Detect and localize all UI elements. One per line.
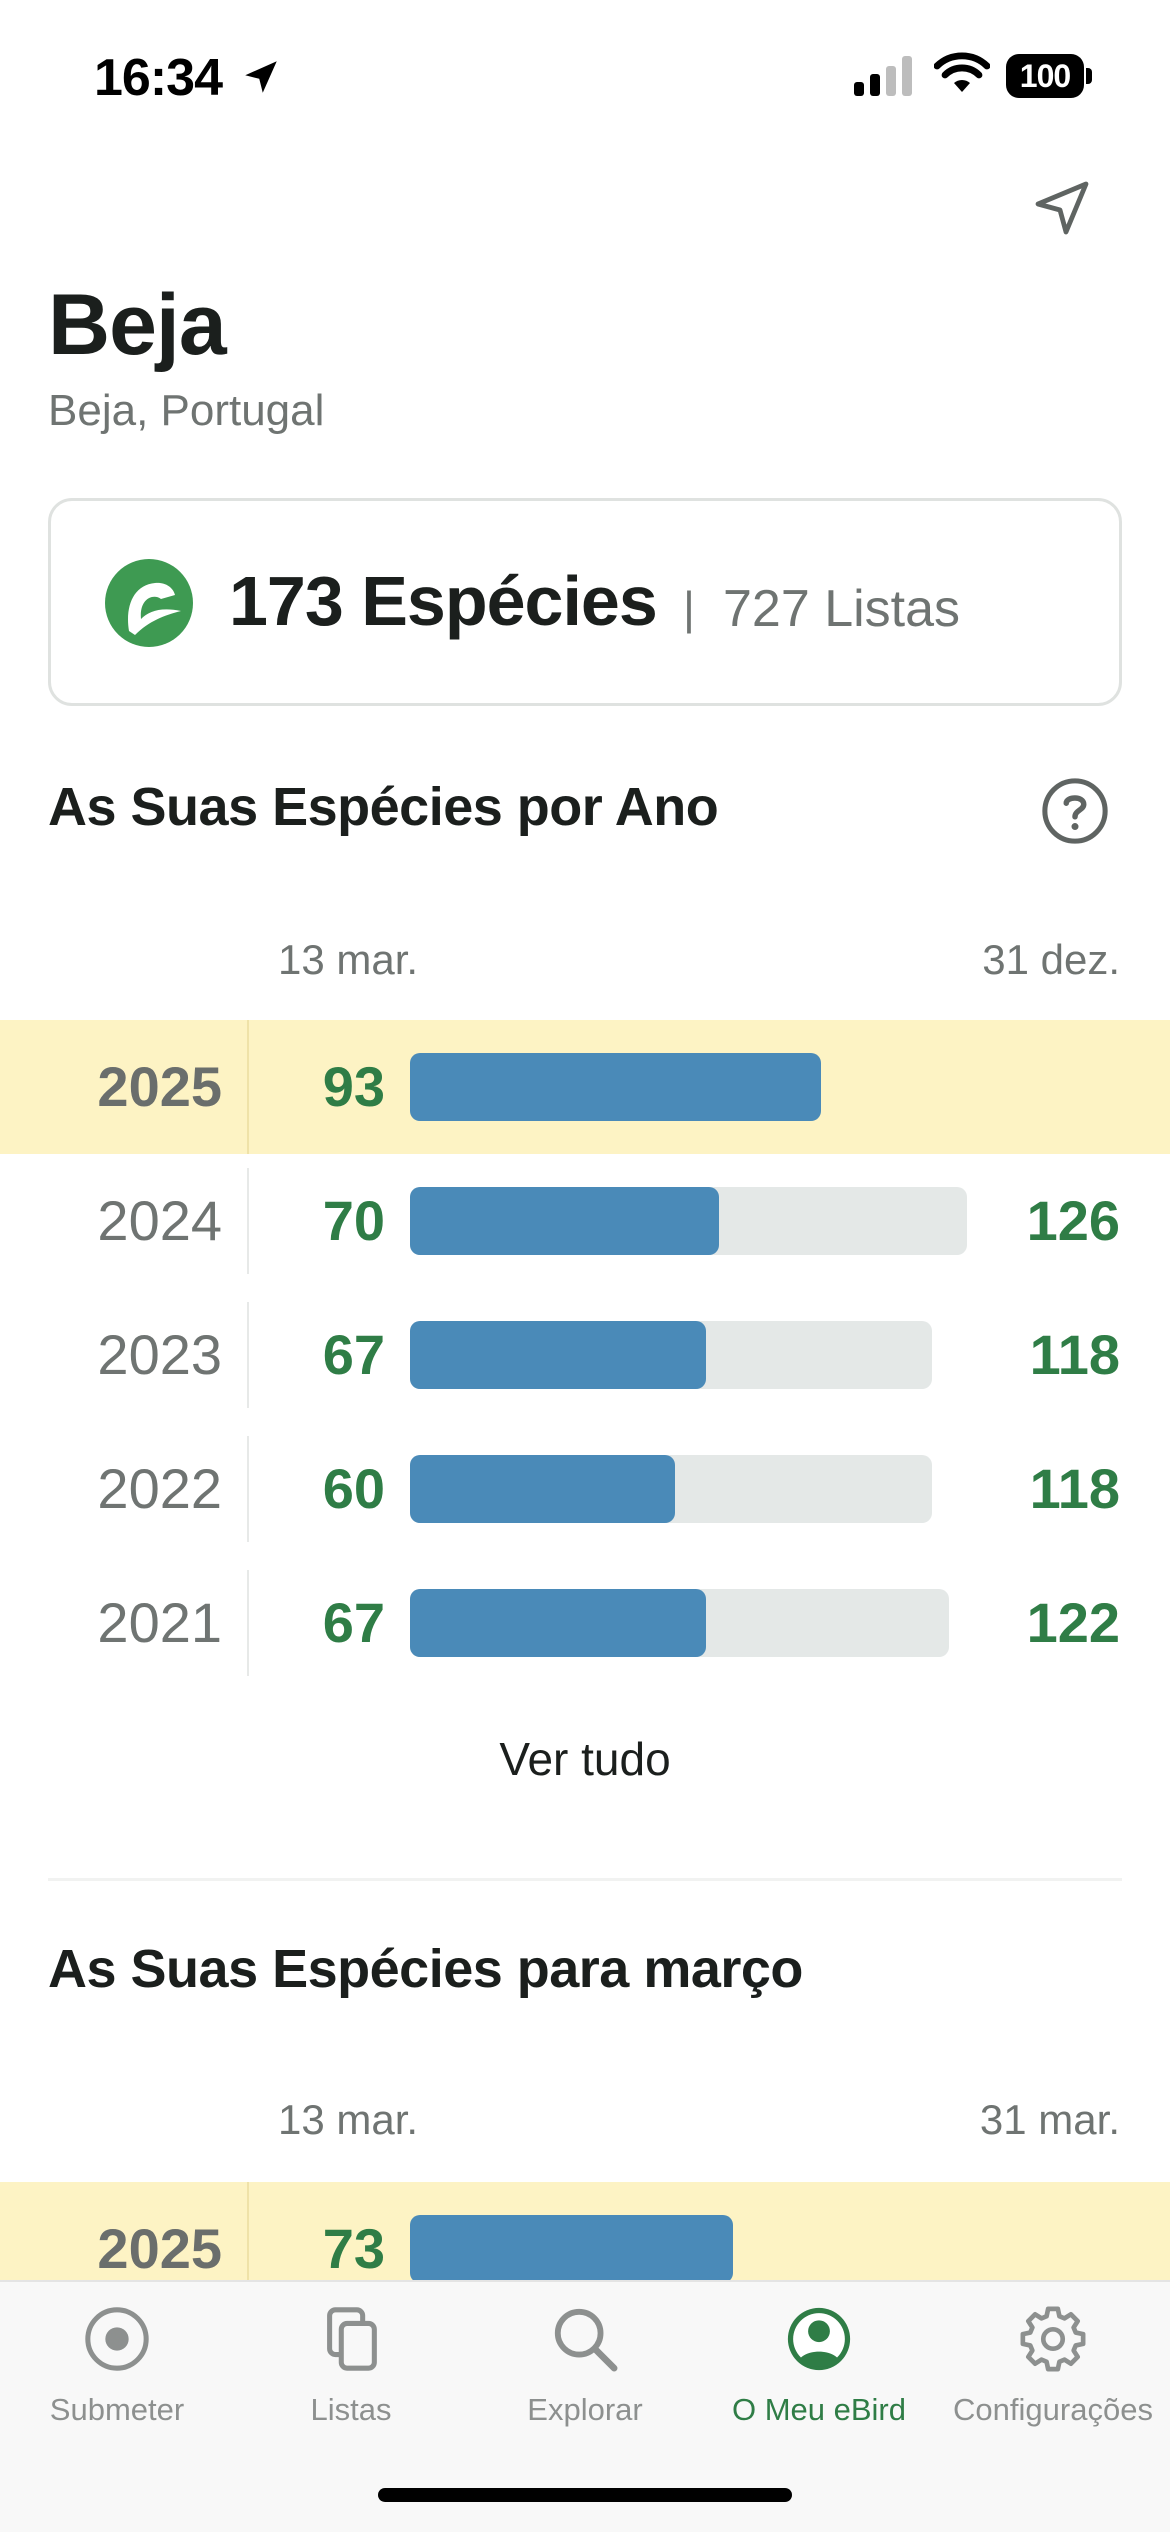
tab-my-ebird[interactable]: O Meu eBird xyxy=(702,2282,936,2442)
year-divider xyxy=(247,2182,249,2316)
page-title: Beja xyxy=(48,277,227,373)
year-total-count: 118 xyxy=(1029,1323,1120,1386)
year-range-start: 13 mar. xyxy=(278,936,419,983)
tab-label: Explorar xyxy=(527,2392,643,2427)
year-to-date-count: 67 xyxy=(322,1323,385,1386)
tab-label: Configurações xyxy=(953,2392,1153,2427)
year-to-date-bar xyxy=(410,2215,733,2283)
month-range-start: 13 mar. xyxy=(278,2096,419,2143)
year-to-date-count: 70 xyxy=(322,1189,385,1252)
year-row[interactable]: 2023 67 118 xyxy=(0,1288,1170,1422)
search-icon xyxy=(554,2308,618,2372)
status-time: 16:34 xyxy=(94,49,223,107)
year-divider xyxy=(247,1020,249,1154)
year-to-date-bar xyxy=(410,1321,706,1389)
year-row[interactable]: 2024 70 126 xyxy=(0,1154,1170,1288)
year-label: 2022 xyxy=(97,1457,222,1520)
section-divider xyxy=(48,1878,1122,1881)
species-by-year-title: As Suas Espécies por Ano xyxy=(48,777,719,837)
species-count: 173 Espécies xyxy=(229,562,658,640)
tab-label: O Meu eBird xyxy=(731,2392,906,2427)
year-label: 2025 xyxy=(97,2217,222,2280)
year-divider xyxy=(247,1168,249,1274)
ebird-logo-icon xyxy=(105,559,193,647)
year-label: 2025 xyxy=(97,1055,222,1118)
stats-separator: | xyxy=(683,582,695,634)
year-divider xyxy=(247,1436,249,1542)
year-row[interactable]: 2025 93 xyxy=(0,1020,1170,1154)
year-divider xyxy=(247,1570,249,1676)
tab-explore[interactable]: Explorar xyxy=(468,2282,702,2442)
year-to-date-count: 60 xyxy=(322,1457,385,1520)
home-indicator xyxy=(378,2488,792,2502)
year-to-date-bar xyxy=(410,1053,821,1121)
year-to-date-count: 73 xyxy=(322,2217,385,2280)
year-row[interactable]: 2022 60 118 xyxy=(0,1422,1170,1556)
gear-icon xyxy=(1020,2306,1086,2372)
profile-circle-icon xyxy=(787,2307,851,2371)
tab-label: Listas xyxy=(310,2392,392,2427)
year-to-date-count: 93 xyxy=(322,1055,385,1118)
tab-settings[interactable]: Configurações xyxy=(936,2282,1170,2442)
year-total-count: 122 xyxy=(1026,1591,1120,1654)
record-circle-icon xyxy=(85,2307,149,2371)
year-label: 2021 xyxy=(97,1591,222,1654)
wifi-icon xyxy=(934,52,990,92)
species-by-month-title: As Suas Espécies para março xyxy=(48,1939,803,1999)
question-circle-icon[interactable] xyxy=(1040,776,1110,846)
location-arrow-icon xyxy=(245,61,277,93)
year-to-date-bar xyxy=(410,1455,675,1523)
year-to-date-bar xyxy=(410,1187,719,1255)
tab-label: Submeter xyxy=(49,2392,185,2427)
year-label: 2024 xyxy=(97,1189,222,1252)
battery-level: 100 xyxy=(1006,54,1084,98)
year-total-count: 126 xyxy=(1026,1189,1120,1252)
tab-lists[interactable]: Listas xyxy=(234,2282,468,2442)
see-all-link[interactable]: Ver tudo xyxy=(499,1733,671,1785)
status-bar: 16:34 100 xyxy=(0,0,1170,150)
navigation-arrow-icon[interactable] xyxy=(1030,176,1094,240)
tab-submit[interactable]: Submeter xyxy=(0,2282,234,2442)
stats-card[interactable]: 173 Espécies | 727 Listas xyxy=(48,498,1122,706)
battery-icon: 100 xyxy=(1006,54,1092,98)
year-divider xyxy=(247,1302,249,1408)
cellular-signal-icon xyxy=(854,56,912,96)
year-row[interactable]: 2021 67 122 xyxy=(0,1556,1170,1690)
page-subtitle: Beja, Portugal xyxy=(48,386,325,435)
year-range-end: 31 dez. xyxy=(982,936,1120,983)
year-total-count: 118 xyxy=(1029,1457,1120,1520)
stacked-pages-icon xyxy=(327,2307,377,2371)
year-to-date-count: 67 xyxy=(322,1591,385,1654)
year-label: 2023 xyxy=(97,1323,222,1386)
lists-count: 727 Listas xyxy=(723,580,961,638)
month-range-end: 31 mar. xyxy=(979,2096,1120,2143)
year-to-date-bar xyxy=(410,1589,706,1657)
